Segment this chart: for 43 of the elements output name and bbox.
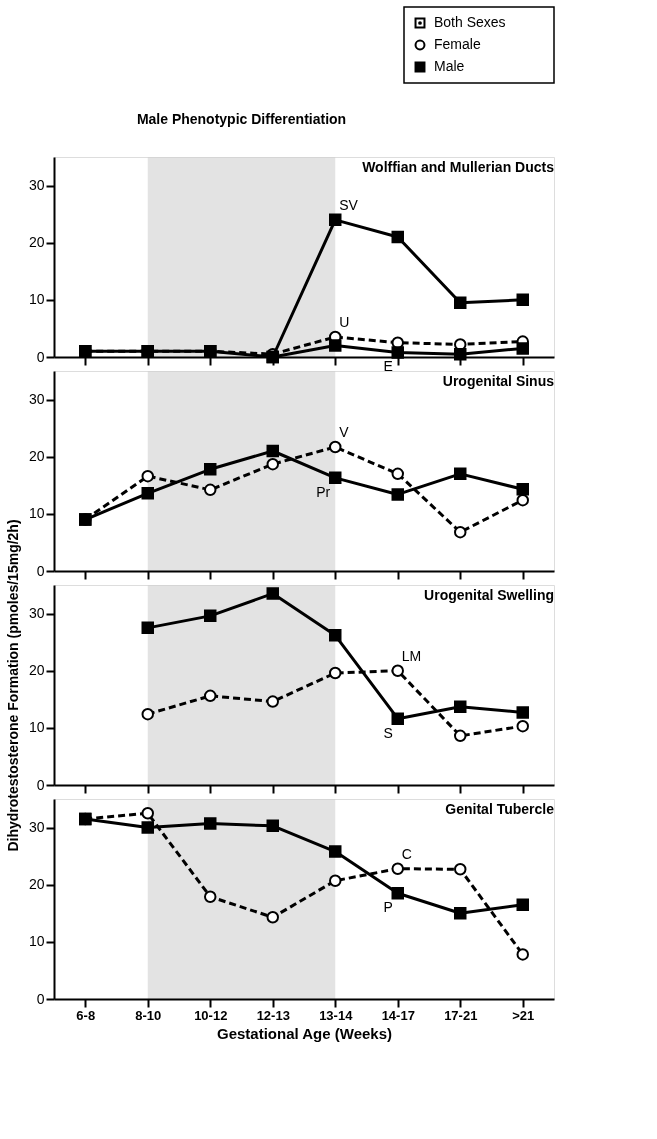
chart-title: Wolffian and Mullerian Ducts	[362, 159, 555, 175]
y-tick-label: 10	[28, 719, 45, 736]
y-tick-label: 0	[36, 990, 45, 1007]
y-tick-label: 0	[36, 776, 45, 793]
y-tick-label: 20	[28, 876, 45, 893]
legend-label: Both Sexes	[434, 14, 506, 30]
y-tick-label: 20	[28, 662, 45, 679]
x-axis-title: Gestational Age (Weeks)	[216, 1024, 393, 1042]
x-tick-label: 8-10	[135, 1007, 162, 1023]
annotation: Pr	[316, 483, 331, 500]
annotation: U	[339, 314, 350, 330]
x-tick-label: >21	[512, 1007, 535, 1023]
annotation: S	[383, 724, 393, 741]
y-tick-label: 0	[36, 562, 45, 579]
x-tick-label: 14-17	[381, 1007, 415, 1023]
y-tick-label: 10	[28, 291, 45, 308]
x-tick-label: 13-14	[319, 1007, 354, 1023]
y-tick-label: 10	[28, 933, 45, 950]
y-tick-label: 0	[36, 348, 45, 365]
y-tick-label: 30	[28, 819, 45, 836]
band-label: Male Phenotypic Differentiation	[136, 111, 347, 127]
annotation: E	[383, 358, 393, 375]
chart-title: Genital Tubercle	[445, 801, 555, 817]
y-tick-label: 20	[28, 234, 45, 251]
y-tick-label: 30	[28, 605, 45, 622]
legend-label: Female	[434, 36, 481, 52]
y-tick-label: 10	[28, 505, 45, 522]
chart-title: Urogenital Swelling	[424, 587, 554, 603]
y-tick-label: 30	[28, 391, 45, 408]
y-tick-label: 30	[28, 177, 45, 194]
annotation: LM	[401, 647, 422, 664]
x-tick-label: 6-8	[76, 1007, 96, 1023]
legend-label: Male	[434, 58, 465, 74]
y-axis-title: Dihydrotestosterone Formation (pmoles/15mg/2h)	[4, 519, 21, 852]
x-tick-label: 17-21	[444, 1007, 478, 1023]
y-tick-label: 20	[28, 448, 45, 465]
chart-title: Urogenital Sinus	[442, 373, 555, 389]
annotation: C	[401, 845, 412, 862]
annotation: V	[339, 424, 350, 440]
annotation: P	[383, 899, 393, 916]
x-tick-label: 12-13	[256, 1007, 290, 1023]
x-tick-label: 10-12	[194, 1007, 228, 1023]
annotation: SV	[339, 196, 359, 213]
